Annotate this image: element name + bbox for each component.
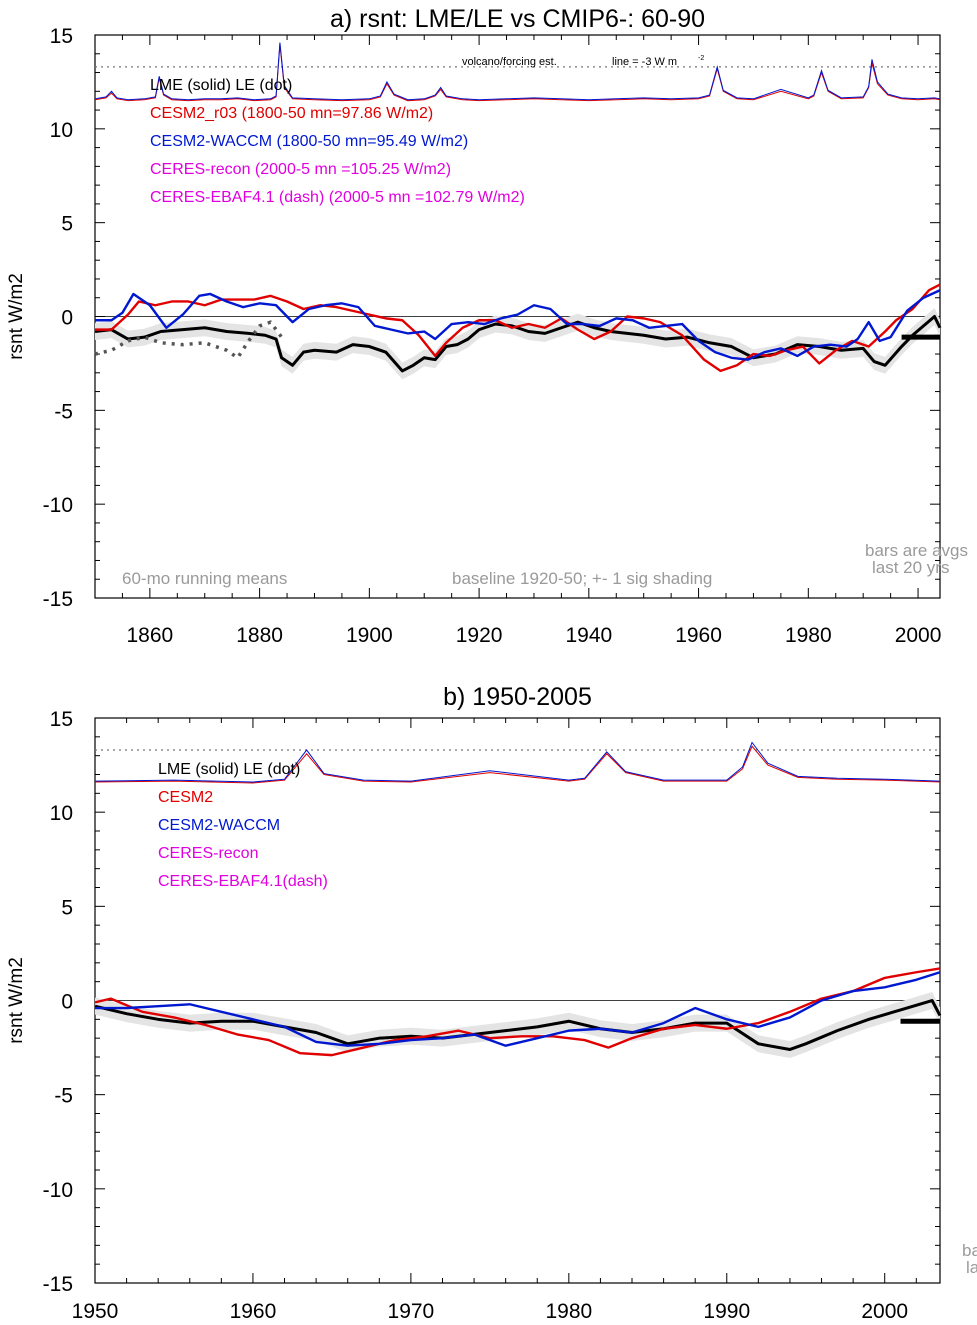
legend-entry: CERES-EBAF4.1(dash): [158, 873, 328, 890]
series-line-lme-solid: [94, 315, 942, 373]
x-tick-label: 1990: [703, 1300, 750, 1323]
y-tick-label: 10: [50, 119, 73, 142]
y-tick-label: -5: [54, 400, 73, 423]
y-tick-label: 5: [61, 896, 73, 919]
x-tick-label: 1950: [72, 1300, 119, 1323]
legend-entry: CESM2: [158, 789, 213, 806]
lme-sigma-shading: [95, 308, 940, 380]
y-tick-label: -10: [43, 494, 73, 517]
series-line-cesm2-waccm: [95, 971, 941, 1047]
chart-title: b) 1950-2005: [443, 683, 592, 711]
chart-title: a) rsnt: LME/LE vs CMIP6-: 60-90: [330, 5, 705, 33]
bars-note-2: la: [966, 1258, 977, 1277]
bars-note-1: bars are avgs: [865, 541, 968, 560]
line-note-sup: -2: [698, 55, 704, 62]
x-tick-label: 1880: [236, 624, 283, 647]
y-tick-label: 15: [50, 708, 73, 731]
x-tick-label: 1980: [545, 1300, 592, 1323]
series-line-lme-solid: [94, 999, 942, 1051]
y-tick-label: 5: [61, 213, 73, 236]
x-tick-label: 1960: [675, 624, 722, 647]
tick-marks: [94, 34, 940, 599]
forcing-estimate-line: [94, 741, 941, 783]
legend-entry: LME (solid) LE (dot): [158, 761, 300, 778]
baseline-note: baseline 1920-50; +- 1 sig shading: [452, 569, 712, 588]
legend-entry: CESM2_r03 (1800-50 mn=97.86 W/m2): [150, 105, 433, 122]
forcing-estimate-line: [94, 44, 941, 102]
y-tick-label: 15: [50, 25, 73, 48]
y-tick-label: -5: [54, 1085, 73, 1108]
series-line-le-dot: [94, 320, 283, 360]
y-tick-label: 0: [61, 991, 73, 1014]
x-tick-label: 1940: [565, 624, 612, 647]
lme-sigma-shading: [95, 992, 940, 1058]
legend-entry: CESM2-WACCM (1800-50 mn=95.49 W/m2): [150, 133, 468, 150]
x-tick-label: 1960: [230, 1300, 277, 1323]
x-tick-label: 2000: [861, 1300, 908, 1323]
y-axis-label: rsnt W/m2: [6, 273, 27, 360]
panel-a: a) rsnt: LME/LE vs CMIP6-: 60-90 rsnt W/m…: [6, 5, 968, 647]
legend-entry: CERES-recon: [158, 845, 258, 862]
x-tick-label: 2000: [895, 624, 942, 647]
bars-note-1: ba: [962, 1241, 977, 1260]
x-tick-label: 1900: [346, 624, 393, 647]
y-axis-label: rsnt W/m2: [6, 957, 27, 1044]
line-note: line = -3 W m: [612, 56, 677, 68]
y-tick-label: -15: [43, 1273, 73, 1296]
legend-entry: CERES-recon (2000-5 mn =105.25 W/m2): [150, 161, 451, 178]
legend-entry: LME (solid) LE (dot): [150, 77, 292, 94]
running-mean-note: 60-mo running means: [122, 569, 287, 588]
y-tick-label: -15: [43, 588, 73, 611]
forcing-estimate-line: [94, 745, 941, 784]
bars-note-2: last 20 yrs: [872, 558, 949, 577]
x-tick-label: 1860: [127, 624, 174, 647]
x-tick-label: 1970: [388, 1300, 435, 1323]
y-tick-label: -10: [43, 1179, 73, 1202]
series-line-cesm2-r03: [95, 283, 941, 373]
x-tick-label: 1920: [456, 624, 503, 647]
x-tick-label: 1980: [785, 624, 832, 647]
series-line-cesm2-waccm: [95, 289, 941, 361]
volcano-note: volcano/forcing est.: [462, 56, 557, 68]
legend-entry: CESM2-WACCM: [158, 817, 280, 834]
panel-b: b) 1950-2005 rsnt W/m2 1950 1960 1970 1980 199…: [6, 683, 977, 1323]
legend-entry: CERES-EBAF4.1 (dash) (2000-5 mn =102.79 …: [150, 189, 525, 206]
y-tick-label: 0: [61, 307, 73, 330]
forcing-estimate-line: [94, 42, 941, 101]
y-tick-label: 10: [50, 802, 73, 825]
series-line-cesm2: [94, 967, 941, 1057]
